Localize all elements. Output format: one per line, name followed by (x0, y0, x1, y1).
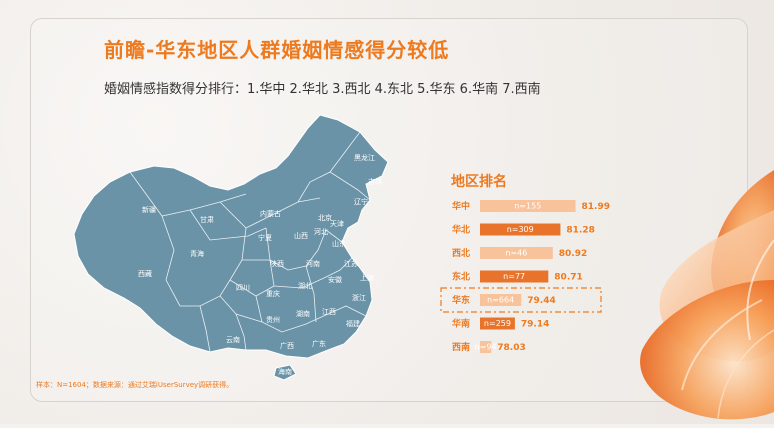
province-labels: 黑龙江 吉林 辽宁 内蒙古 新疆 甘肃 青海 西藏 宁夏 陕西 山西 河北 北京… (138, 153, 382, 376)
china-map-svg: 黑龙江 吉林 辽宁 内蒙古 新疆 甘肃 青海 西藏 宁夏 陕西 山西 河北 北京… (73, 114, 389, 381)
bar (480, 200, 576, 212)
china-map: 黑龙江 吉林 辽宁 内蒙古 新疆 甘肃 青海 西藏 宁夏 陕西 山西 河北 北京… (70, 110, 410, 390)
flower-illustration (640, 170, 774, 420)
category-label: 西南 (452, 341, 470, 353)
province-label: 山东 (332, 239, 346, 248)
value-label: 80.92 (559, 249, 587, 259)
province-label: 湖南 (296, 309, 310, 318)
province-label: 青海 (190, 249, 204, 258)
sample-label: n=46 (505, 249, 527, 258)
bar (480, 223, 561, 236)
province-label: 西藏 (138, 269, 152, 278)
value-label: 78.03 (497, 343, 525, 353)
province-label: 上海 (360, 273, 374, 282)
province-label: 新疆 (142, 205, 156, 214)
china-map-shape (73, 114, 389, 359)
province-label: 江西 (322, 308, 336, 316)
province-label: 山西 (294, 231, 308, 240)
value-label: 79.14 (521, 320, 549, 330)
province-label: 贵州 (266, 315, 280, 324)
province-label: 宁夏 (258, 233, 272, 242)
sample-label: n=94 (475, 343, 497, 352)
province-label: 辽宁 (354, 197, 368, 206)
province-label: 河南 (306, 259, 320, 268)
province-label: 陕西 (270, 259, 284, 268)
bar (480, 317, 515, 330)
province-label: 海南 (278, 367, 292, 376)
bar (480, 247, 553, 259)
bar (480, 294, 522, 306)
province-label: 天津 (330, 220, 344, 228)
province-label: 北京 (318, 213, 332, 222)
province-label: 河北 (314, 228, 328, 236)
bar (480, 341, 492, 353)
category-label: 华北 (452, 224, 470, 236)
province-label: 重庆 (266, 289, 280, 298)
province-label: 广西 (280, 341, 294, 350)
hainan-shape (273, 364, 297, 381)
sample-label: n=155 (514, 202, 541, 211)
province-label: 四川 (236, 284, 250, 292)
ranking-chart: 华中 n=155 81.99 华北 n=309 81.28 西北 n=46 80.92 东北 n=7… (440, 196, 645, 376)
sample-label: n=309 (507, 225, 534, 234)
bar (480, 270, 549, 283)
province-label: 吉林 (368, 177, 382, 186)
category-label: 华中 (452, 200, 470, 212)
page-subtitle: 婚姻情感指数得分排行：1.华中 2.华北 3.西北 4.东北 5.华东 6.华南… (104, 82, 541, 97)
category-label: 东北 (452, 271, 470, 283)
category-label: 华东 (452, 294, 470, 306)
category-label: 华南 (452, 318, 470, 330)
ranking-title: 地区排名 (451, 174, 507, 190)
category-label: 西北 (452, 247, 470, 259)
province-label: 福建 (346, 319, 360, 328)
province-label: 浙江 (352, 293, 366, 302)
province-label: 甘肃 (200, 215, 214, 224)
province-label: 黑龙江 (354, 153, 375, 162)
province-label: 安徽 (328, 275, 342, 284)
decorative-flower (622, 150, 774, 424)
sample-label: n=77 (503, 272, 525, 281)
province-label: 湖北 (298, 281, 312, 290)
value-label: 81.28 (566, 226, 594, 236)
value-label: 81.99 (582, 202, 610, 212)
page-title: 前瞻-华东地区人群婚姻情感得分较低 (104, 38, 450, 62)
province-label: 内蒙古 (260, 209, 281, 218)
ranking-chart-svg: 华中 n=155 81.99 华北 n=309 81.28 西北 n=46 80.92 东北 n=7… (440, 200, 610, 353)
source-note: 样本：N=1604；数据来源：通过艾瑞iUserSurvey调研获得。 (36, 381, 234, 389)
sample-label: n=664 (487, 296, 514, 305)
value-label: 79.44 (527, 296, 555, 306)
province-label: 云南 (226, 335, 240, 344)
value-label: 80.71 (554, 273, 582, 283)
province-borders (129, 131, 371, 353)
province-label: 广东 (312, 339, 326, 348)
highlight-box (440, 287, 602, 313)
province-label: 江苏 (344, 259, 358, 268)
sample-label: n=259 (484, 319, 511, 328)
